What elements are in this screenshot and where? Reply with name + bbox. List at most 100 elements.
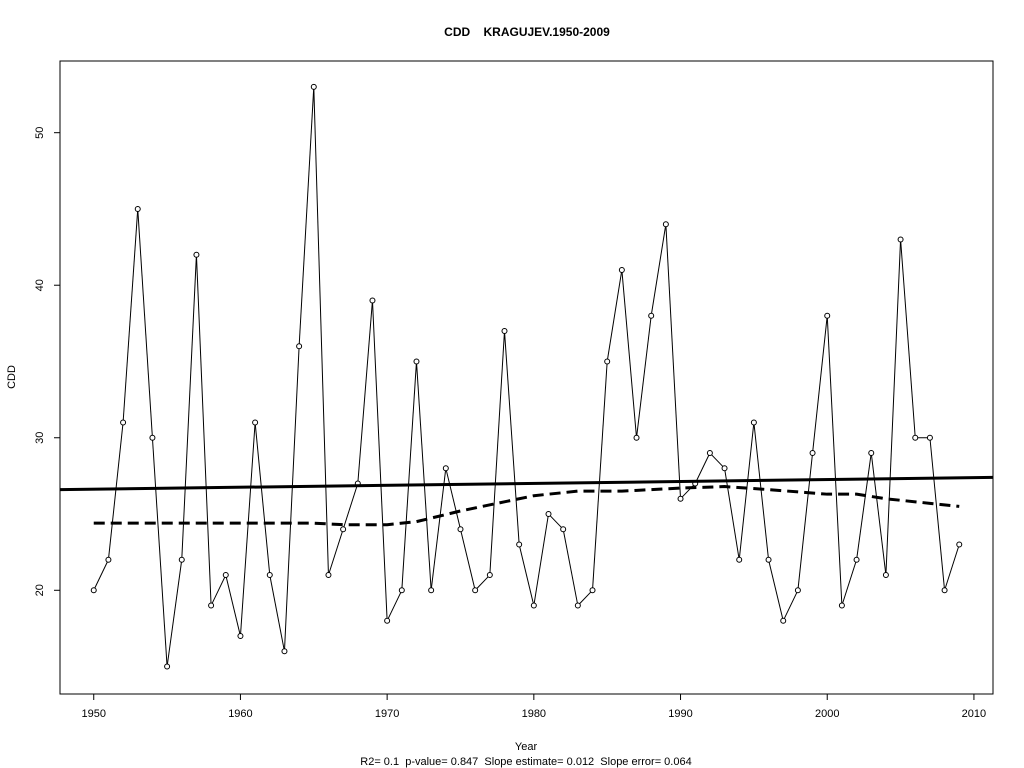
data-point — [310, 83, 317, 90]
series-segment — [579, 591, 592, 605]
data-point — [648, 312, 655, 319]
series-segment — [387, 592, 402, 619]
series-segment — [607, 272, 622, 360]
data-point — [178, 556, 185, 563]
data-point — [90, 587, 97, 594]
series-segment — [476, 576, 489, 589]
series-segment — [929, 440, 945, 588]
y-tick-label: 20 — [34, 584, 46, 596]
data-point — [501, 327, 508, 334]
x-tick-label: 1990 — [668, 708, 692, 720]
data-point — [706, 450, 713, 457]
data-point — [105, 556, 112, 563]
data-point — [604, 358, 611, 365]
series-segment — [563, 531, 578, 604]
series-segment — [842, 562, 857, 604]
series-segment — [460, 531, 476, 588]
series-segment — [812, 318, 828, 451]
x-tick-label: 1950 — [81, 708, 105, 720]
x-tick-label: 1970 — [375, 708, 399, 720]
observed-cdd-series — [90, 83, 963, 670]
y-tick-label: 40 — [34, 279, 46, 291]
data-point — [853, 556, 860, 563]
data-point — [222, 572, 229, 579]
series-segment — [651, 226, 666, 314]
data-point — [882, 572, 889, 579]
series-segment — [871, 455, 887, 573]
series-segment — [166, 562, 182, 665]
data-point — [296, 343, 303, 350]
data-point — [897, 236, 904, 243]
plot-frame — [59, 60, 994, 695]
data-point — [662, 221, 669, 228]
stats-footnote: R2= 0.1 p-value= 0.847 Slope estimate= 0… — [360, 756, 691, 768]
data-point — [545, 511, 552, 518]
data-point — [398, 587, 405, 594]
data-point — [486, 572, 493, 579]
series-segment — [430, 470, 447, 588]
series-segment — [416, 363, 432, 588]
data-point — [926, 434, 933, 441]
data-point — [618, 266, 625, 273]
series-segment — [856, 455, 872, 558]
data-point — [442, 465, 449, 472]
chart-title: CDD KRAGUJEV.1950-2009 — [444, 25, 610, 39]
series-segment — [445, 470, 461, 527]
data-point — [838, 602, 845, 609]
data-point — [824, 312, 831, 319]
data-point — [516, 541, 523, 548]
series-segment — [753, 424, 769, 558]
series-segment — [826, 318, 843, 604]
data-point — [340, 526, 347, 533]
linear-trend-line — [59, 475, 994, 492]
series-segment — [768, 562, 784, 619]
data-point — [589, 587, 596, 594]
data-point — [457, 526, 464, 533]
data-point — [736, 556, 743, 563]
y-tick-label: 50 — [34, 127, 46, 139]
series-segment — [343, 485, 358, 528]
series-segment — [108, 424, 124, 558]
data-point — [809, 450, 816, 457]
smoothed-trend-curve — [93, 485, 960, 527]
series-segment — [621, 272, 637, 436]
x-tick-label: 2010 — [962, 708, 986, 720]
data-point — [794, 587, 801, 594]
data-point — [413, 358, 420, 365]
data-point — [369, 297, 376, 304]
data-point — [868, 450, 875, 457]
series-segment — [592, 363, 608, 588]
data-point — [208, 602, 215, 609]
series-segment — [313, 89, 329, 573]
series-segment — [328, 531, 343, 573]
series-segment — [137, 211, 153, 436]
series-segment — [665, 226, 681, 497]
series-segment — [533, 516, 549, 604]
series-segment — [357, 302, 373, 482]
series-segment — [269, 577, 285, 649]
data-point — [134, 205, 141, 212]
y-axis: 20 30 40 50 — [34, 127, 60, 596]
series-segment — [489, 333, 505, 573]
series-segment — [504, 333, 520, 543]
data-point — [149, 434, 156, 441]
y-axis-label: CDD — [6, 365, 18, 389]
data-point — [281, 648, 288, 655]
series-segment — [738, 424, 755, 558]
series-segment — [94, 561, 108, 589]
series-segment — [181, 257, 197, 558]
data-point — [120, 419, 127, 426]
data-point — [956, 541, 963, 548]
data-point — [633, 434, 640, 441]
data-point — [941, 587, 948, 594]
series-segment — [401, 363, 417, 588]
data-point — [325, 572, 332, 579]
x-tick-label: 1960 — [228, 708, 252, 720]
series-segment — [519, 546, 534, 604]
data-point — [164, 663, 171, 670]
series-segment — [783, 592, 798, 619]
series-layer — [59, 83, 994, 670]
series-segment — [372, 302, 388, 619]
y-tick-label: 30 — [34, 432, 46, 444]
series-segment — [885, 241, 901, 573]
